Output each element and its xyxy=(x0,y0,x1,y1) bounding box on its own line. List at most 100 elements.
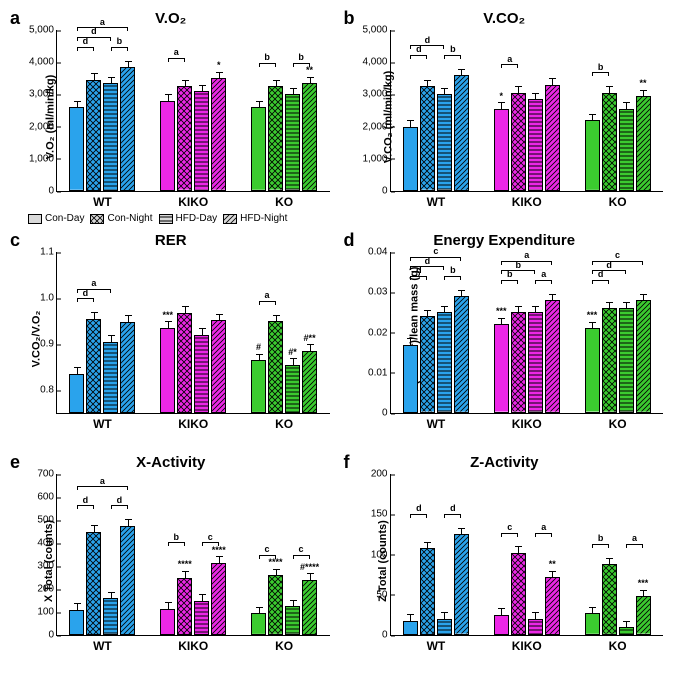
bar xyxy=(103,598,118,635)
bar xyxy=(454,75,469,191)
x-tick-label: KO xyxy=(275,639,293,653)
error-bar xyxy=(259,354,260,360)
group-KO: ##*#**aKO xyxy=(251,252,317,413)
bar xyxy=(585,613,600,635)
panel-a: aV.O₂V.O₂ (ml/min/kg)01,0002,0003,0004,0… xyxy=(8,8,334,226)
bar xyxy=(602,308,617,413)
bar xyxy=(437,619,452,635)
group-WT: daWT xyxy=(69,252,135,413)
significance-bracket xyxy=(410,266,444,267)
bar xyxy=(120,526,135,635)
significance-label: b xyxy=(450,265,456,275)
significance-bracket xyxy=(410,514,427,515)
error-bar xyxy=(410,120,411,126)
significance-label: b xyxy=(598,62,604,72)
y-tick: 700 xyxy=(37,469,57,480)
x-tick-label: KIKO xyxy=(512,639,542,653)
bar xyxy=(302,83,317,191)
panel-e: eX-ActivityX Total (counts)0100200300400… xyxy=(8,452,334,670)
panel-d: dEnergy ExpenditureHeat (kCal/hr)/lean m… xyxy=(342,230,668,448)
y-tick: 0 xyxy=(48,186,57,197)
significance-label: b xyxy=(117,36,123,46)
legend-label: HFD-Day xyxy=(176,213,218,224)
error-bar xyxy=(111,335,112,341)
significance-star: **** xyxy=(269,557,283,567)
x-tick-label: KIKO xyxy=(178,195,208,209)
significance-bracket xyxy=(168,542,185,543)
bar xyxy=(619,308,634,413)
significance-bracket xyxy=(77,505,94,506)
legend-item: Con-Day xyxy=(28,213,84,224)
y-tick: 50 xyxy=(376,589,390,600)
y-tick: 3,000 xyxy=(362,89,390,100)
legend-item: HFD-Day xyxy=(159,213,218,224)
y-tick: 600 xyxy=(37,492,57,503)
y-axis-label: V.O₂ (ml/min/kg) xyxy=(44,75,56,160)
significance-bracket xyxy=(501,270,535,271)
significance-label: c xyxy=(507,522,512,532)
group-KO: ****#****ccKO xyxy=(251,474,317,635)
significance-bracket xyxy=(111,505,128,506)
bar xyxy=(528,312,543,413)
significance-label: d xyxy=(83,495,89,505)
significance-star: ** xyxy=(306,65,313,75)
error-bar xyxy=(518,546,519,552)
bar xyxy=(403,621,418,635)
bar xyxy=(545,85,560,191)
significance-bracket xyxy=(535,280,552,281)
error-bar xyxy=(310,573,311,579)
x-tick-label: WT xyxy=(427,195,446,209)
significance-bracket xyxy=(77,47,94,48)
bar xyxy=(177,578,192,636)
error-bar xyxy=(535,306,536,312)
bar xyxy=(403,127,418,191)
bar xyxy=(251,613,266,635)
error-bar xyxy=(219,556,220,562)
x-tick-label: KIKO xyxy=(512,417,542,431)
group-KIKO: ***bbaaKIKO xyxy=(494,252,560,413)
error-bar xyxy=(276,315,277,321)
y-tick: 1,000 xyxy=(362,153,390,164)
bar xyxy=(602,564,617,635)
error-bar xyxy=(626,102,627,108)
significance-bracket xyxy=(77,27,128,28)
significance-bracket xyxy=(77,298,94,299)
error-bar xyxy=(94,73,95,79)
significance-label: b xyxy=(173,532,179,542)
bar xyxy=(69,374,84,413)
error-bar xyxy=(168,321,169,327)
bar xyxy=(528,99,543,191)
bar xyxy=(494,615,509,635)
bar xyxy=(285,606,300,635)
error-bar xyxy=(128,519,129,525)
bar xyxy=(494,109,509,191)
significance-label: b xyxy=(298,52,304,62)
plot-area: 00.010.020.030.04ddbcWT***bbaaKIKO***ddc… xyxy=(390,252,664,414)
significance-label: a xyxy=(100,17,105,27)
y-tick: 0 xyxy=(382,630,391,641)
error-bar xyxy=(94,312,95,318)
bar xyxy=(160,609,175,635)
significance-bracket xyxy=(501,533,518,534)
panel-grid: aV.O₂V.O₂ (ml/min/kg)01,0002,0003,0004,0… xyxy=(8,8,667,670)
group-WT: ddbWT xyxy=(403,30,469,191)
x-tick-label: WT xyxy=(427,639,446,653)
y-tick: 1.0 xyxy=(40,293,57,304)
error-bar xyxy=(94,525,95,531)
x-tick-label: WT xyxy=(93,639,112,653)
bar xyxy=(454,534,469,635)
significance-bracket xyxy=(592,261,643,262)
error-bar xyxy=(276,80,277,86)
bar xyxy=(268,575,283,635)
error-bar xyxy=(535,612,536,618)
significance-star: ** xyxy=(549,559,556,569)
group-KO: ***ddcKO xyxy=(585,252,651,413)
significance-label: b xyxy=(264,52,270,62)
error-bar xyxy=(626,302,627,308)
bar xyxy=(437,312,452,413)
error-bar xyxy=(410,614,411,620)
significance-label: c xyxy=(299,544,304,554)
bar xyxy=(285,365,300,413)
group-WT: ddbcWT xyxy=(403,252,469,413)
error-bar xyxy=(552,571,553,577)
